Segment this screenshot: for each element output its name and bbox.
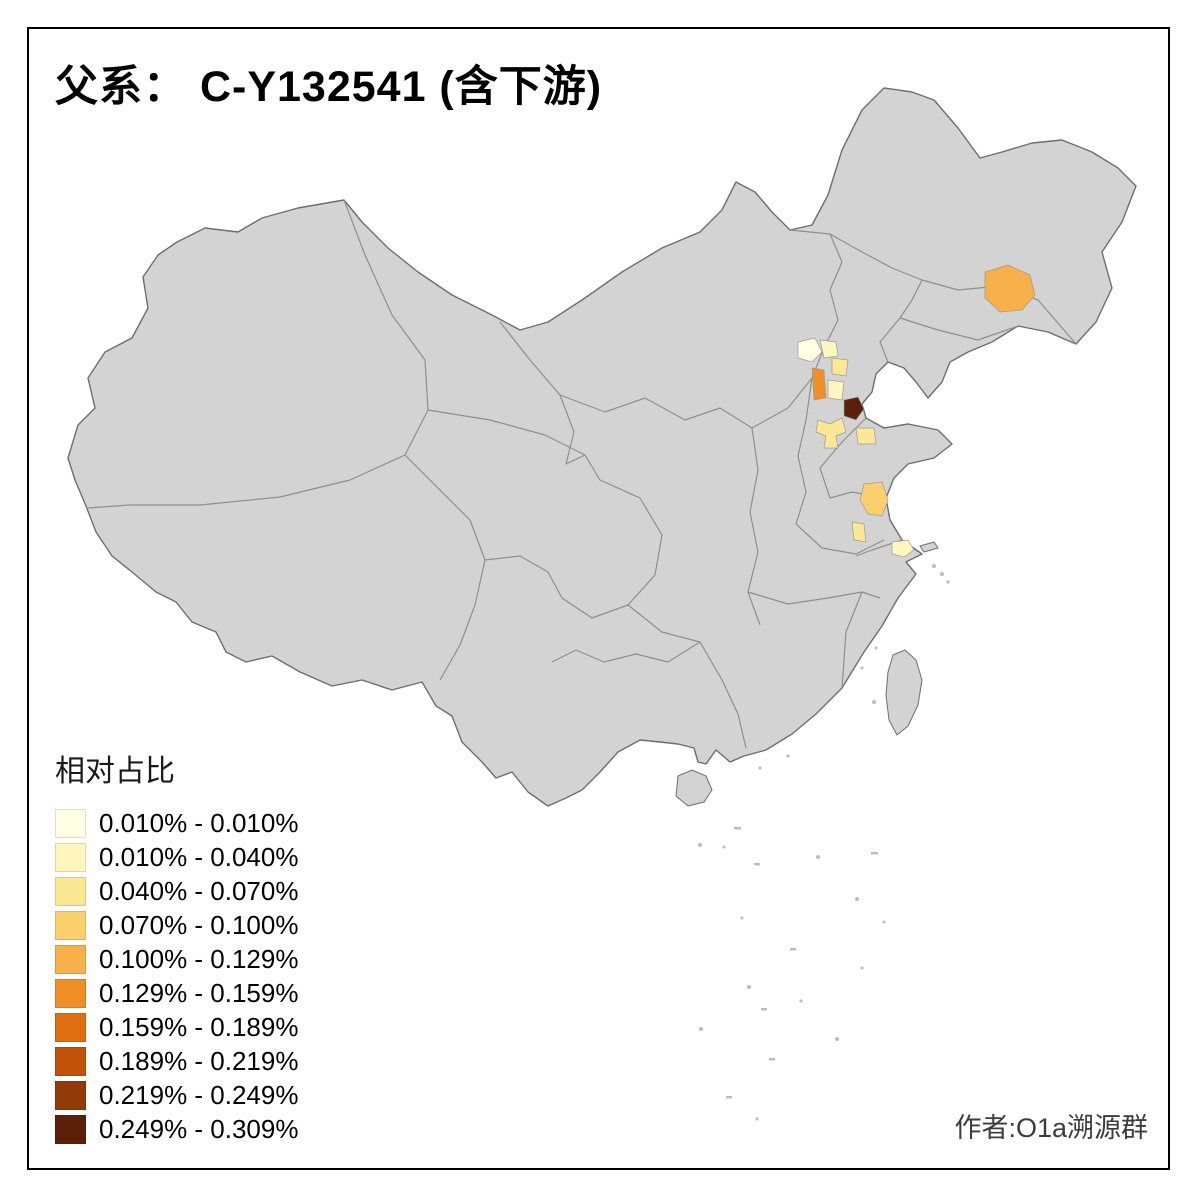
legend-swatch [55,1012,86,1042]
legend-label: 0.010% - 0.040% [99,841,299,872]
hainan-island [675,769,713,807]
legend-item: 0.010% - 0.040% [55,840,298,874]
island-dot [740,916,744,920]
legend-label: 0.159% - 0.189% [99,1011,299,1042]
island-dot [940,572,944,576]
island-dot [755,1117,759,1121]
island-dash [754,863,760,866]
island-dash [871,852,878,855]
legend-item: 0.040% - 0.070% [55,874,298,908]
legend-label: 0.040% - 0.070% [99,875,299,906]
highlighted-regions [797,264,1036,558]
island-dash [726,1096,732,1099]
legend-label: 0.219% - 0.249% [99,1079,299,1110]
page-title: 父系： C-Y132541 (含下游) [55,63,603,111]
legend-swatch [55,910,86,940]
region-beijing-strip [811,367,827,401]
legend-swatch [55,1046,86,1076]
legend-swatch [55,1080,86,1110]
legend-swatch [55,808,86,838]
region-jiangsu-south [891,539,915,558]
region-heilongjiang-harbin [984,264,1036,313]
legend-swatch [55,842,86,872]
region-jiangsu-central [851,521,867,543]
island-dot [722,845,726,849]
island-dot [799,999,803,1003]
island-dot [698,843,702,847]
region-hebei-langfang [827,379,845,401]
island-dot [747,985,751,989]
region-jiangsu-north [859,481,889,517]
island-dot [946,580,950,584]
taiwan-island [885,649,923,736]
legend-item: 0.070% - 0.100% [55,908,298,942]
legend-item: 0.010% - 0.010% [55,806,298,840]
chongming-island [919,541,939,553]
mainland-china [67,87,1137,807]
region-hebei-east [855,427,877,445]
legend-label: 0.129% - 0.159% [99,977,299,1008]
island-dot [860,966,864,970]
island-dot [835,1037,839,1041]
region-tianjin-tangshan-dark [843,396,865,421]
region-hebei-central [815,417,847,449]
legend-label: 0.010% - 0.010% [99,807,299,838]
legend-item: 0.219% - 0.249% [55,1078,298,1112]
island-dot [699,1027,703,1031]
island-dot [816,855,820,859]
legend-item: 0.100% - 0.129% [55,942,298,976]
island-dot [872,700,876,704]
island-dash [734,827,741,830]
region-beijing-northwest [797,337,823,363]
island-dot [758,766,762,770]
legend-swatch [55,876,86,906]
region-beijing-northeast [819,339,839,359]
south-china-sea-islands [698,564,950,1121]
legend-item: 0.129% - 0.159% [55,976,298,1010]
legend-label: 0.070% - 0.100% [99,909,299,940]
attribution: 作者:O1a溯源群 [954,1113,1148,1143]
island-dot [786,754,790,758]
island-dot [932,564,936,568]
island-dot [882,920,886,924]
legend-item: 0.159% - 0.189% [55,1010,298,1044]
island-dash [761,1008,767,1011]
province-borders [87,199,1077,749]
legend-swatch [55,978,86,1008]
legend-swatch [55,944,86,974]
islands [675,541,939,807]
legend-swatch [55,1114,86,1144]
island-dash [790,948,796,951]
island-dot [855,897,859,901]
legend-title: 相对占比 [55,755,175,788]
legend: 相对占比 0.010% - 0.010% 0.010% - 0.040% 0.0… [55,746,298,1146]
legend-label: 0.100% - 0.129% [99,943,299,974]
legend-label: 0.249% - 0.309% [99,1113,299,1144]
island-dash [769,1058,775,1061]
legend-label: 0.189% - 0.219% [99,1045,299,1076]
legend-item: 0.249% - 0.309% [55,1112,298,1146]
region-hebei-tangshan-north [831,357,849,377]
island-dot [874,646,878,650]
legend-item: 0.189% - 0.219% [55,1044,298,1078]
island-dot [860,666,864,670]
